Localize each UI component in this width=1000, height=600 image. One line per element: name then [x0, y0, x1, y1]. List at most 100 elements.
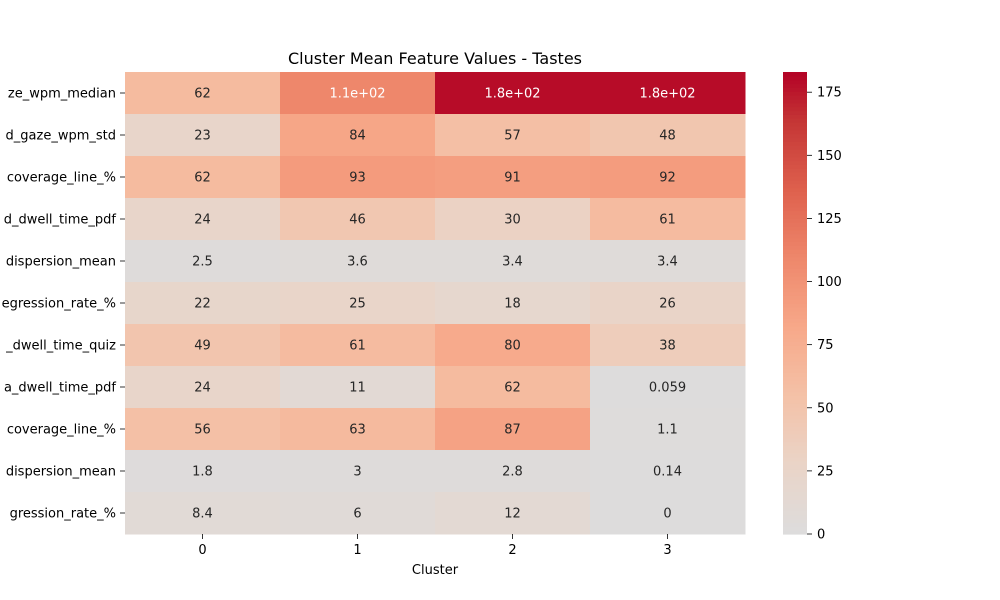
colorbar-segment — [783, 114, 807, 119]
colorbar-segment — [783, 264, 807, 269]
colorbar-segment — [783, 406, 807, 412]
heatmap-cell — [280, 408, 436, 451]
chart-title: Cluster Mean Feature Values - Tastes — [288, 49, 582, 68]
cell-annotation: 3.6 — [347, 255, 368, 270]
cell-annotation: 1.8e+02 — [639, 87, 695, 102]
heatmap-cell — [280, 156, 436, 199]
colorbar-segment — [783, 380, 807, 385]
heatmap-cell — [435, 450, 591, 493]
heatmap-cell — [435, 282, 591, 325]
colorbar-segment — [783, 364, 807, 370]
colorbar-segment — [783, 410, 807, 416]
heatmap-cell — [125, 156, 281, 199]
heatmap-cell — [435, 198, 591, 241]
heatmap-cell — [435, 408, 591, 451]
cell-annotation: 62 — [194, 171, 211, 186]
colorbar-segment — [783, 483, 807, 489]
colorbar-segment — [783, 360, 807, 366]
colorbar-segment — [783, 510, 807, 516]
colorbar-segment — [783, 464, 807, 470]
colorbar-segment — [783, 522, 807, 527]
cell-annotation: 93 — [349, 171, 366, 186]
cell-annotation: 3.4 — [502, 255, 523, 270]
colorbar-segment — [783, 487, 807, 493]
colorbar-segment — [783, 368, 807, 373]
heatmap-cell — [435, 114, 591, 157]
cell-annotation: 62 — [504, 381, 521, 396]
heatmap-cell — [280, 324, 436, 367]
colorbar-segment — [783, 160, 807, 165]
colorbar-segment — [783, 430, 807, 435]
colorbar-segment — [783, 449, 807, 454]
colorbar-segment — [783, 83, 807, 88]
cell-annotation: 91 — [504, 171, 521, 186]
heatmap-cell — [590, 408, 746, 451]
colorbar-segment — [783, 199, 807, 204]
colorbar-segment — [783, 383, 807, 389]
colorbar-segment — [783, 514, 807, 520]
colorbar-segment — [783, 433, 807, 439]
cell-annotation: 48 — [659, 129, 676, 144]
colorbar-segment — [783, 129, 807, 135]
colorbar-segment — [783, 268, 807, 273]
colorbar: 0 25 50 75 100 125 150 175 — [783, 72, 842, 543]
colorbar-segment — [783, 437, 807, 443]
heatmap-cell — [280, 366, 436, 409]
colorbar-segment — [783, 91, 807, 96]
colorbar-segment — [783, 341, 807, 346]
colorbar-segment — [783, 241, 807, 246]
colorbar-segment — [783, 395, 807, 400]
colorbar-tick-label: 100 — [817, 275, 842, 290]
colorbar-segment — [783, 226, 807, 231]
heatmap-cell — [435, 240, 591, 283]
colorbar-segment — [783, 122, 807, 127]
cell-annotation: 26 — [659, 297, 676, 312]
colorbar-segment — [783, 106, 807, 112]
colorbar-segment — [783, 172, 807, 177]
colorbar-segment — [783, 306, 807, 312]
colorbar-segment — [783, 337, 807, 343]
heatmap-cell — [590, 114, 746, 157]
heatmap-cell — [435, 72, 591, 115]
cell-annotation: 0.059 — [649, 381, 686, 396]
heatmap-cell — [590, 324, 746, 367]
colorbar-segment — [783, 441, 807, 447]
colorbar-segment — [783, 414, 807, 420]
colorbar-segment — [783, 87, 807, 92]
colorbar-segment — [783, 457, 807, 462]
heatmap-cell — [590, 156, 746, 199]
cell-annotation: 46 — [349, 213, 366, 228]
y-tick-label: coverage_line_% — [7, 171, 116, 186]
y-tick-label: ze_wpm_median — [8, 87, 116, 102]
colorbar-segment — [783, 445, 807, 450]
colorbar-segment — [783, 491, 807, 497]
cell-annotation: 11 — [349, 381, 366, 396]
cell-annotation: 62 — [194, 87, 211, 102]
colorbar-segment — [783, 260, 807, 266]
colorbar-segment — [783, 356, 807, 362]
colorbar-segment — [783, 453, 807, 458]
colorbar-segment — [783, 499, 807, 504]
heatmap-cell — [435, 156, 591, 199]
x-tick-label: 0 — [198, 543, 206, 558]
colorbar-segment — [783, 245, 807, 250]
colorbar-segment — [783, 179, 807, 185]
cell-annotation: 0 — [663, 507, 671, 522]
colorbar-tick-label: 25 — [817, 464, 834, 479]
heatmap-cell — [125, 114, 281, 157]
cell-annotation: 18 — [504, 297, 521, 312]
cell-annotation: 57 — [504, 129, 521, 144]
colorbar-segment — [783, 210, 807, 216]
colorbar-segment — [783, 399, 807, 404]
heatmap-cell — [435, 492, 591, 535]
colorbar-segment — [783, 303, 807, 308]
cell-annotation: 2.8 — [502, 465, 523, 480]
colorbar-segment — [783, 295, 807, 300]
colorbar-segment — [783, 314, 807, 319]
cell-annotation: 3 — [353, 465, 361, 480]
colorbar-segment — [783, 387, 807, 393]
colorbar-segment — [783, 256, 807, 262]
cell-annotation: 80 — [504, 339, 521, 354]
colorbar-segment — [783, 222, 807, 227]
colorbar-tick-label: 50 — [817, 401, 834, 416]
